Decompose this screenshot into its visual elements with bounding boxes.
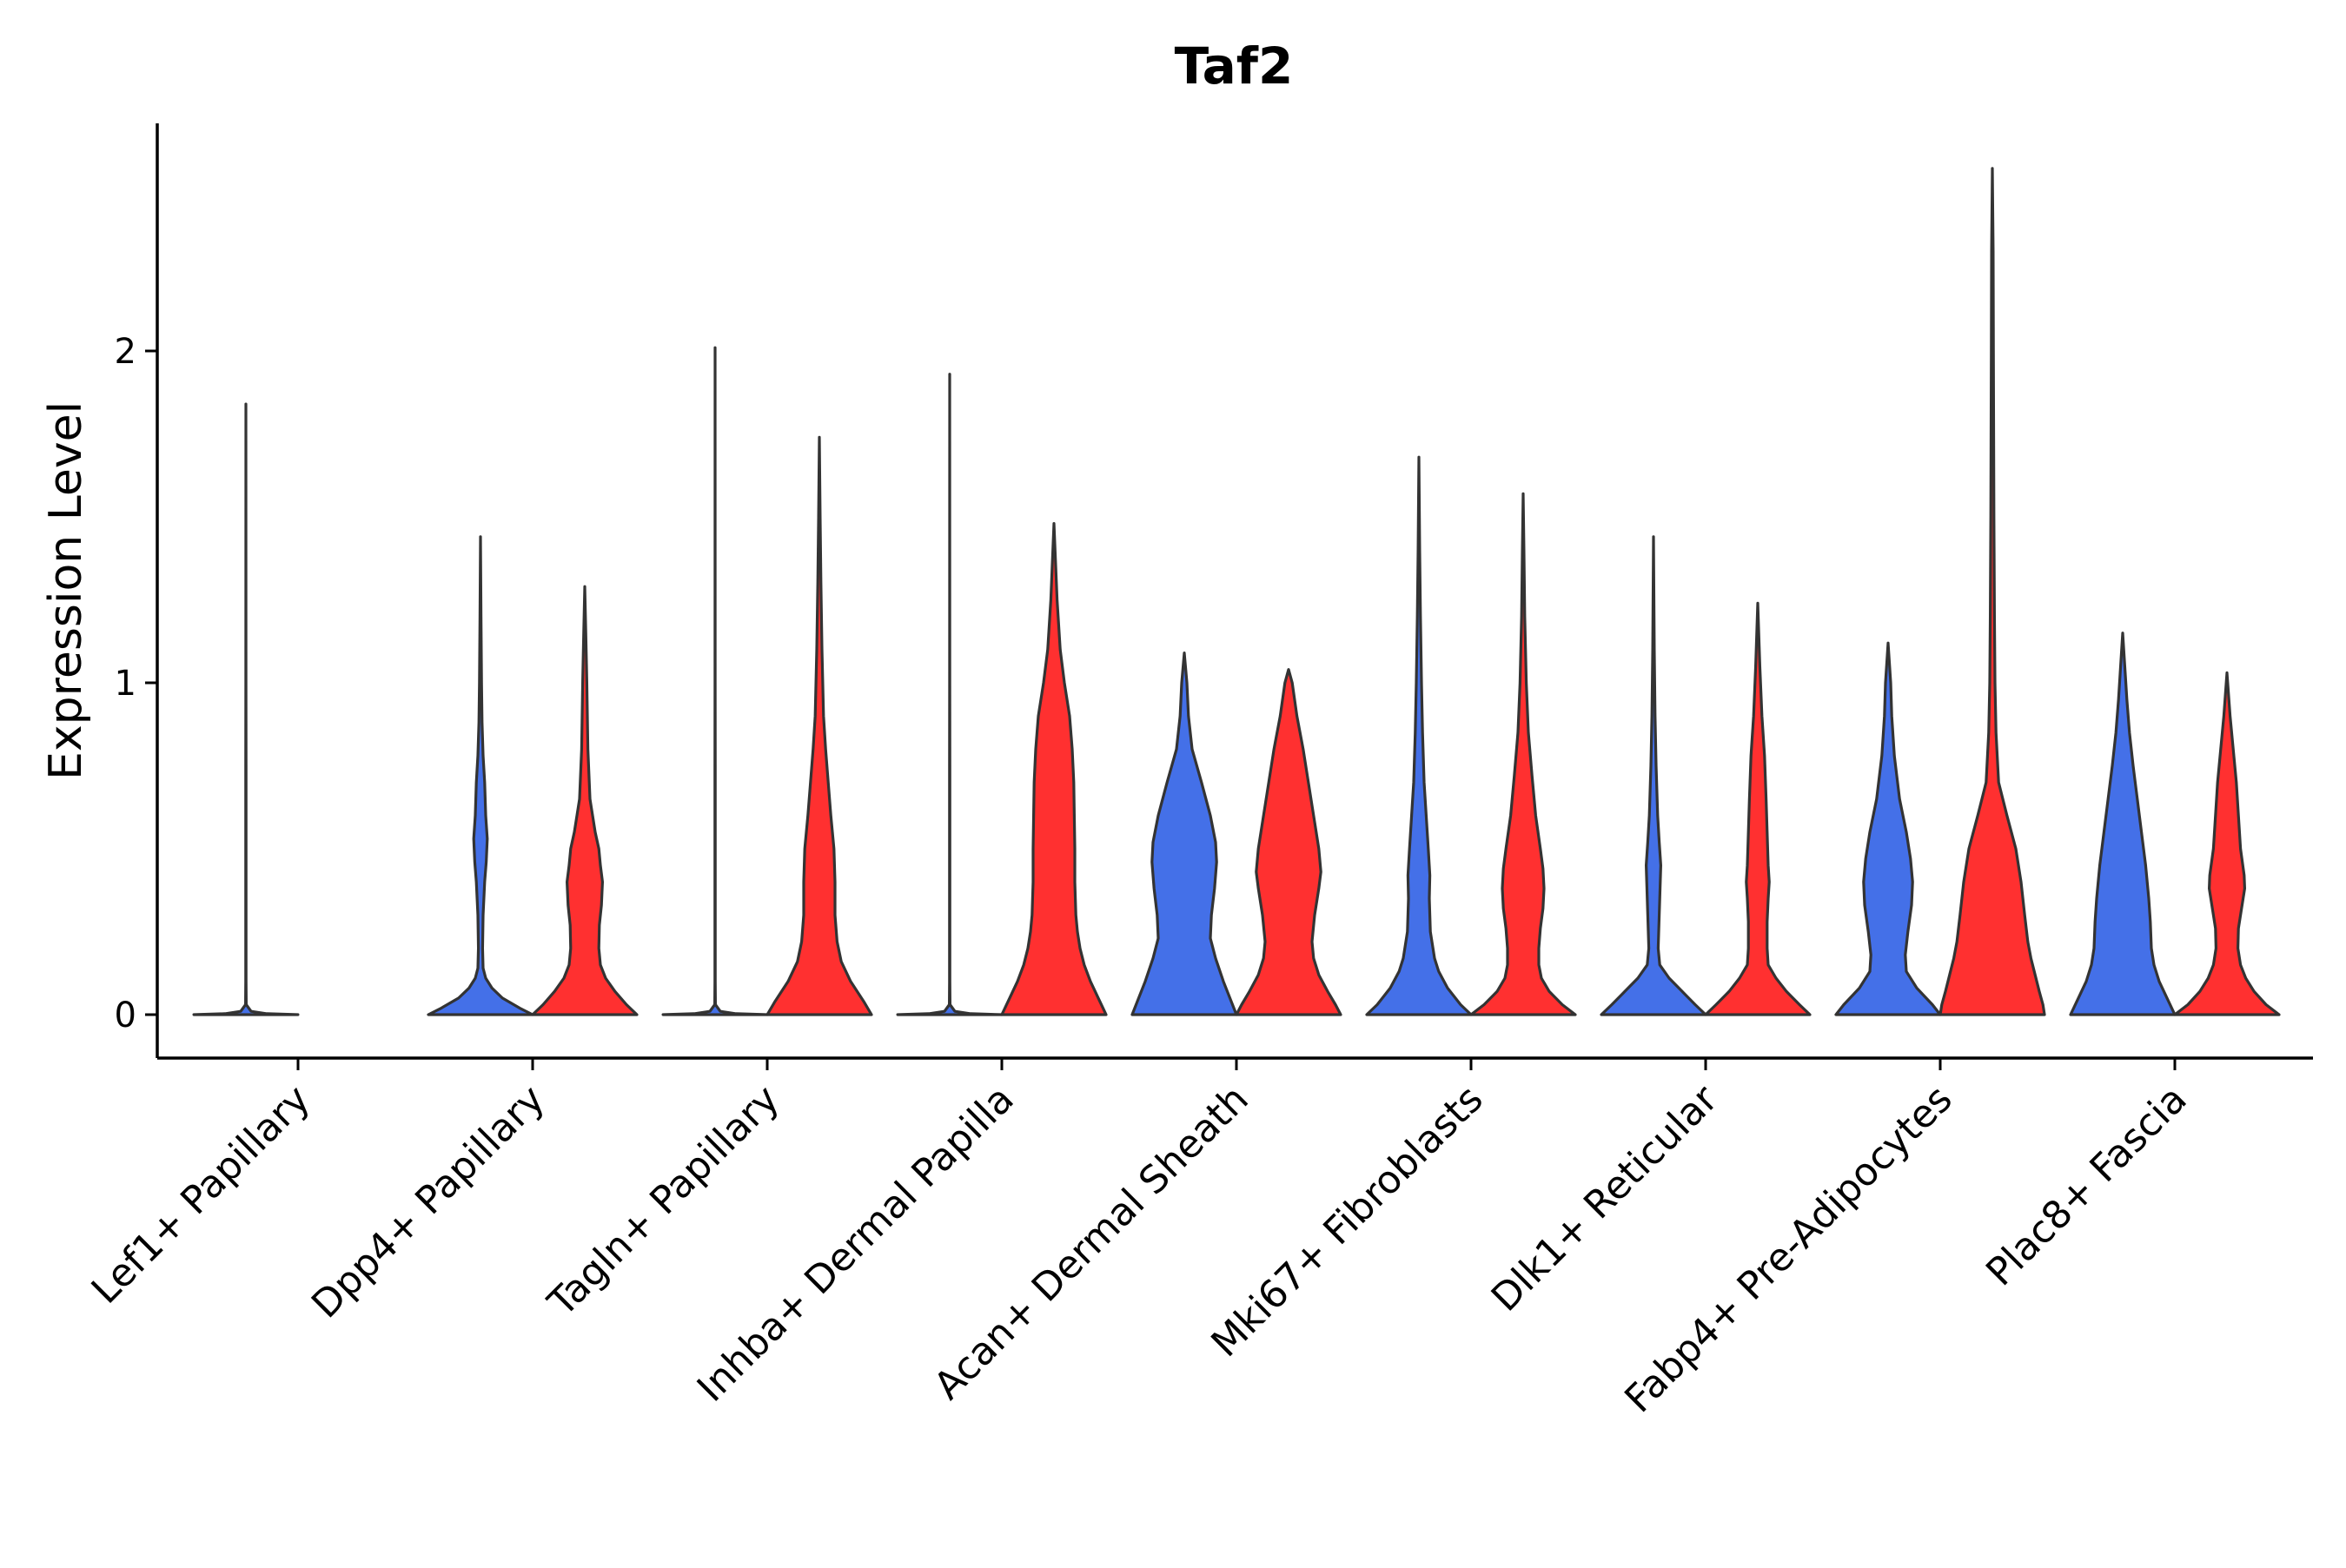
- x-tick-label-plac8-fascia: Plac8+ Fascia: [1978, 1077, 2196, 1295]
- y-ticks: 0 1 2: [115, 332, 157, 1035]
- x-tick-label-tagln-papillary: Tagln+ Papillary: [540, 1077, 788, 1326]
- violin-plac8-fascia-blue: [2069, 632, 2177, 1016]
- chart-title: Taf2: [1175, 36, 1294, 96]
- x-tick-label-mki67-fibroblasts: Mki67+ Fibroblasts: [1203, 1077, 1491, 1366]
- violins-layer: [192, 167, 2281, 1016]
- y-axis-label: Expression Level: [40, 401, 92, 780]
- violin-fabp4-pre-adipocytes-blue: [1834, 641, 1942, 1016]
- violin-dpp4-papillary-red: [531, 585, 639, 1016]
- violin-inhba-dermal-papilla-red: [1000, 522, 1108, 1016]
- x-tick-label-dpp4-papillary: Dpp4+ Papillary: [303, 1077, 553, 1327]
- violin-plac8-fascia-red: [2173, 671, 2281, 1016]
- violin-inhba-dermal-papilla-blue: [896, 373, 1004, 1016]
- y-tick-label-0: 0: [115, 996, 136, 1035]
- y-tick-label-2: 2: [115, 332, 136, 372]
- y-tick-label-1: 1: [115, 664, 136, 704]
- violin-dlk1-reticular-red: [1704, 601, 1812, 1016]
- violin-acan-dermal-sheath-blue: [1130, 652, 1238, 1016]
- x-tick-label-lef1-papillary: Lef1+ Papillary: [83, 1077, 319, 1313]
- violin-tagln-papillary-red: [765, 435, 873, 1016]
- violin-dlk1-reticular-blue: [1600, 535, 1707, 1016]
- violin-dpp4-papillary-blue: [427, 535, 534, 1016]
- violin-acan-dermal-sheath-red: [1235, 668, 1342, 1016]
- x-tick-label-dlk1-reticular: Dlk1+ Reticular: [1483, 1076, 1727, 1320]
- violin-tagln-papillary-blue: [661, 346, 769, 1016]
- violin-mki67-fibroblasts-red: [1469, 492, 1577, 1016]
- violin-lef1-papillary-blue: [192, 402, 300, 1016]
- violin-fabp4-pre-adipocytes-red: [1938, 167, 2046, 1016]
- violin-mki67-fibroblasts-blue: [1365, 455, 1473, 1016]
